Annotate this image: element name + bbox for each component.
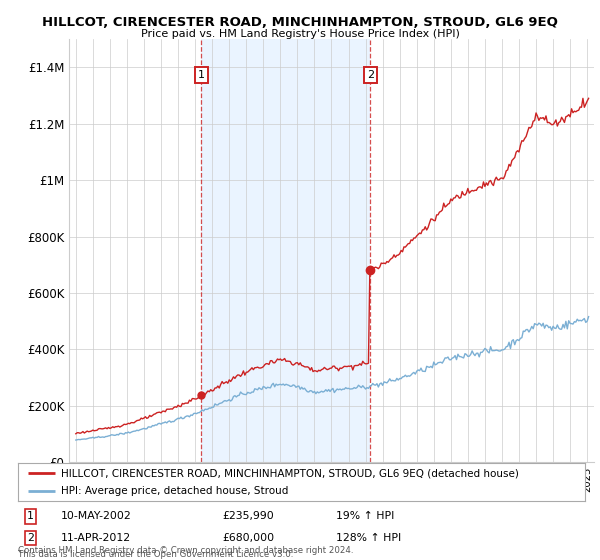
Text: 10-MAY-2002: 10-MAY-2002	[61, 511, 131, 521]
Text: 2: 2	[27, 533, 34, 543]
Text: £680,000: £680,000	[222, 533, 274, 543]
Text: 19% ↑ HPI: 19% ↑ HPI	[335, 511, 394, 521]
Bar	[202, 39, 370, 462]
Text: Contains HM Land Registry data © Crown copyright and database right 2024.: Contains HM Land Registry data © Crown c…	[18, 546, 353, 555]
Text: 1: 1	[198, 70, 205, 80]
Text: HILLCOT, CIRENCESTER ROAD, MINCHINHAMPTON, STROUD, GL6 9EQ (detached house): HILLCOT, CIRENCESTER ROAD, MINCHINHAMPTO…	[61, 468, 518, 478]
Text: Price paid vs. HM Land Registry's House Price Index (HPI): Price paid vs. HM Land Registry's House …	[140, 29, 460, 39]
Text: This data is licensed under the Open Government Licence v3.0.: This data is licensed under the Open Gov…	[18, 550, 293, 559]
Text: 11-APR-2012: 11-APR-2012	[61, 533, 131, 543]
Text: 128% ↑ HPI: 128% ↑ HPI	[335, 533, 401, 543]
Text: HILLCOT, CIRENCESTER ROAD, MINCHINHAMPTON, STROUD, GL6 9EQ: HILLCOT, CIRENCESTER ROAD, MINCHINHAMPTO…	[42, 16, 558, 29]
Text: £235,990: £235,990	[222, 511, 274, 521]
Text: HPI: Average price, detached house, Stroud: HPI: Average price, detached house, Stro…	[61, 486, 288, 496]
Text: 2: 2	[367, 70, 374, 80]
Text: 1: 1	[27, 511, 34, 521]
